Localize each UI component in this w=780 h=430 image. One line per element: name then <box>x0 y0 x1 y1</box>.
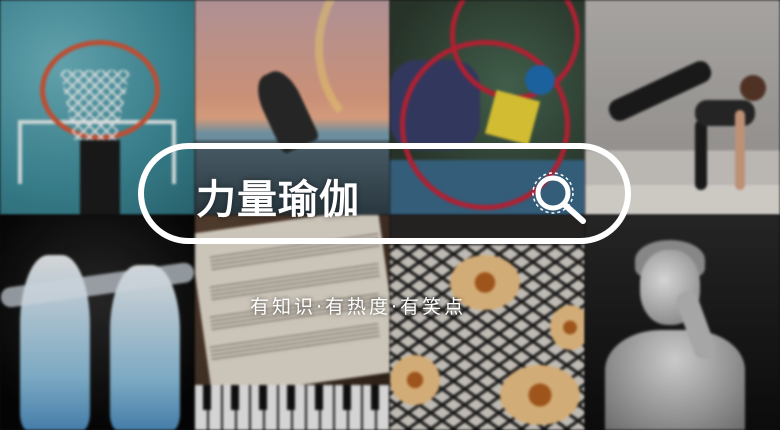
search-bar-outline <box>138 143 631 244</box>
statue-photo <box>585 215 780 430</box>
sheet-music-piano-photo <box>195 215 390 430</box>
basketball-hoop-photo <box>0 0 195 215</box>
search-icon <box>532 172 586 224</box>
cookies-cooling-rack-photo <box>390 215 585 430</box>
classical-dancers-photo <box>0 215 195 430</box>
banner-title: 力量瑜伽 <box>196 176 360 223</box>
dancer-sunset-photo <box>195 0 390 215</box>
banner-subtitle: 有知识·有热度·有笑点 <box>250 296 467 318</box>
